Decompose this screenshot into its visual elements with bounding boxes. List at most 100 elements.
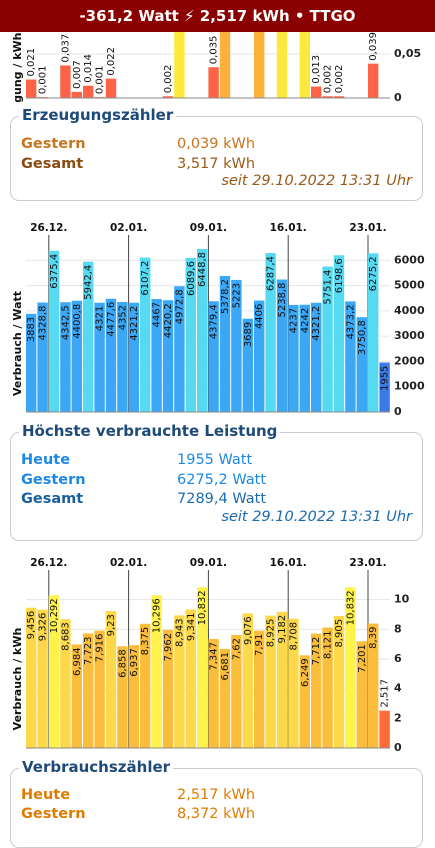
peak-power-card: Höchste verbrauchte Leistung Heute 1955 Wa… (10, 422, 423, 541)
x-tick-label: 26.12. (30, 557, 67, 569)
bar-value-label: 4321,2 (129, 306, 140, 341)
x-tick-label: 16.01. (270, 557, 307, 569)
bar-value-label: 10,832 (197, 590, 208, 625)
bar-value-label: 6,937 (129, 648, 140, 677)
y-tick-label: 8 (394, 622, 402, 635)
card-row: Gestern 6275,2 Watt (21, 472, 266, 488)
bar (48, 595, 60, 748)
bar-value-label: 4321 (95, 306, 106, 331)
y-tick-label: 0 (394, 741, 402, 754)
x-tick-label: 02.01. (110, 557, 147, 569)
bar (368, 623, 379, 748)
card-row: Heute 2,517 kWh (21, 787, 255, 803)
bar-value-label: 6089,6 (186, 261, 197, 296)
bar (254, 300, 265, 412)
card-title: Erzeugungszähler (19, 106, 177, 124)
y-tick-label: 4 (394, 682, 402, 695)
bar (60, 65, 71, 98)
row-label: Gestern (21, 806, 86, 822)
bar-value-label: 4477,6 (106, 302, 117, 337)
row-label: Gestern (21, 136, 86, 152)
bar-value-label: 6375,4 (49, 254, 60, 289)
bar-value-label: 9,456 (26, 611, 37, 640)
bar-value-label: 0,007 (72, 60, 83, 89)
bar (26, 79, 37, 98)
bar (299, 304, 310, 412)
x-tick-label: 26.12. (30, 222, 67, 234)
bar (368, 63, 379, 98)
bar-value-label: 0,037 (60, 34, 71, 63)
row-value: 7289,4 Watt (177, 491, 267, 507)
bar-value-label: 4321,2 (311, 306, 322, 341)
row-value: 8,372 kWh (177, 806, 256, 822)
bar-value-label: 1955 (380, 366, 391, 391)
card-note: seit 29.10.2022 13:31 Uhr (221, 509, 412, 525)
row-value: 2,517 kWh (177, 787, 256, 803)
bar-value-label: 4400,8 (72, 304, 83, 339)
bar-value-label: 9,182 (277, 615, 288, 644)
bar (288, 618, 299, 748)
bar (105, 611, 117, 748)
bar (26, 607, 37, 748)
x-tick-label: 23.01. (349, 222, 386, 234)
bar (185, 609, 196, 748)
bar-value-label: 8,708 (288, 622, 299, 651)
energy-chart: 0 2 4 6 8 10 26.12. 02.01. 09.01. 16.01. 23.01. 9,4… (11, 557, 410, 754)
bar-value-label: 4328,8 (38, 306, 49, 341)
card-row: Gestern 8,372 kWh (21, 806, 255, 822)
bar (311, 302, 322, 412)
bar-value-label: 4352 (117, 305, 128, 330)
bar (140, 623, 151, 748)
bar (208, 301, 219, 412)
bar (151, 595, 162, 748)
y-tick-label: 0,05 (394, 47, 421, 60)
bar-value-label: 6107,2 (140, 261, 151, 296)
bar-value-label: 8,905 (334, 619, 345, 648)
bar (254, 32, 265, 98)
bar-value-label: 8,121 (323, 631, 334, 660)
bar (162, 96, 174, 98)
card-title: Höchste verbrauchte Leistung (19, 422, 281, 440)
row-value: 0,039 kWh (177, 136, 256, 152)
power-chart: 0 1000 2000 3000 4000 5000 6000 26.12. 02.01. 09.… (11, 222, 425, 418)
bar-value-label: 4342,5 (60, 305, 71, 340)
bar (60, 619, 71, 748)
bar-value-label: 8,375 (140, 627, 151, 656)
bar-value-label: 6,249 (300, 658, 311, 687)
bar (356, 317, 367, 412)
bar (219, 276, 231, 412)
bar-value-label: 6448,8 (197, 252, 208, 287)
bar (379, 710, 390, 748)
y-tick-label: 1000 (394, 380, 425, 393)
bar-value-label: 7,62 (231, 638, 242, 660)
bar (37, 302, 48, 412)
bar-value-label: 6275,2 (368, 256, 379, 291)
bar-value-label: 0,002 (163, 65, 174, 94)
bar (276, 611, 288, 748)
bar (265, 253, 276, 412)
bar (105, 78, 117, 98)
bar-value-label: 8,39 (368, 627, 379, 649)
y-tick-label: 10 (394, 593, 410, 606)
bar-value-label: 6,858 (117, 649, 128, 678)
bar-value-label: 10,832 (345, 590, 356, 625)
bar-value-label: 0,002 (323, 65, 334, 94)
bar (174, 32, 185, 98)
x-tick-label: 09.01. (190, 222, 227, 234)
bar (345, 587, 356, 748)
bar (322, 266, 333, 412)
card-title: Verbrauchszähler (19, 758, 174, 776)
bar-value-label: 5378,2 (220, 279, 231, 314)
bar (254, 630, 265, 748)
bar (356, 641, 367, 748)
bar (197, 248, 208, 412)
bar-value-label: 6198,6 (334, 258, 345, 293)
bar (128, 302, 139, 412)
bar (94, 630, 105, 748)
generation-counter-card: Erzeugungszähler Gestern 0,039 kWh Gesamt 3,… (10, 106, 423, 201)
y-tick-label: 6 (394, 652, 402, 665)
bar-value-label: 8,943 (174, 618, 185, 647)
bar (265, 615, 276, 748)
bar (60, 302, 71, 412)
